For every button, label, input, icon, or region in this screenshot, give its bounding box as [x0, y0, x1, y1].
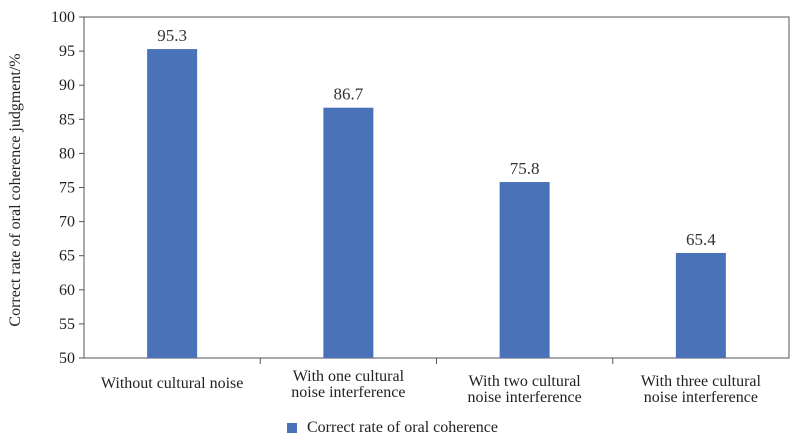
legend: Correct rate of oral coherence [287, 419, 498, 437]
bar [323, 107, 374, 359]
y-tick-label: 100 [51, 9, 75, 26]
bars-group [147, 49, 726, 359]
y-tick-label: 90 [59, 77, 75, 94]
x-category-label: With one cultural [293, 368, 405, 385]
y-tick-label: 70 [59, 214, 75, 231]
y-tick-label: 65 [59, 248, 75, 265]
legend-label: Correct rate of oral coherence [307, 419, 498, 436]
bar [147, 49, 198, 358]
y-tick-label: 80 [59, 145, 75, 162]
y-tick-label: 50 [59, 350, 75, 367]
bar [499, 182, 550, 358]
y-tick-label: 85 [59, 111, 75, 128]
labels-group: 95.3 Without cultural noise 86.7 With one c… [101, 26, 762, 406]
chart-axes: 50 55 60 65 70 75 80 85 90 95 100 [51, 9, 790, 367]
x-category-label: With two cultural [469, 373, 582, 390]
x-category-label: noise interference [468, 389, 582, 406]
x-category-label: With three cultural [641, 373, 762, 390]
y-tick-label: 95 [59, 43, 75, 60]
x-category-label: noise interference [644, 389, 758, 406]
data-label: 95.3 [157, 26, 187, 45]
data-label: 65.4 [686, 230, 716, 249]
x-category-label: noise interference [291, 384, 405, 401]
y-tick-label: 55 [59, 316, 75, 333]
y-tick-label: 75 [59, 180, 75, 197]
x-category-label: Without cultural noise [101, 375, 243, 392]
y-tick-label: 60 [59, 282, 75, 299]
data-label: 86.7 [334, 85, 364, 104]
legend-swatch [287, 423, 297, 433]
bar [675, 252, 726, 358]
data-label: 75.8 [510, 159, 540, 178]
y-axis-label: Correct rate of oral coherence judgment/… [7, 53, 24, 326]
